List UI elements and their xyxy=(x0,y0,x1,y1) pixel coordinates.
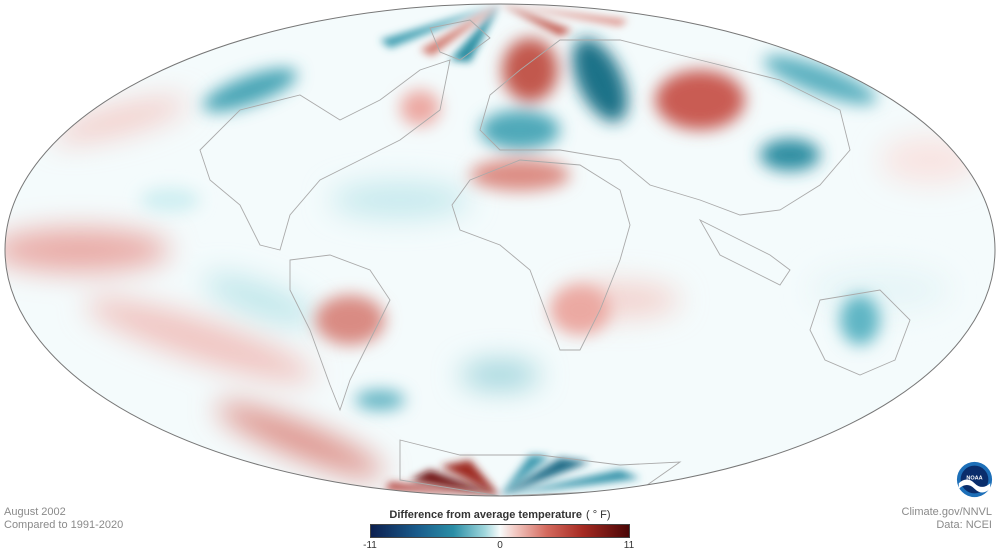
strong-anomaly-patches xyxy=(140,38,880,410)
south-america-outline xyxy=(289,254,391,412)
cool-patch-north-pacific-east xyxy=(763,55,877,105)
warm-patch-scandinavia xyxy=(502,38,558,102)
antarctic-streak-1 xyxy=(410,470,500,496)
cool-patch-europe xyxy=(480,110,560,150)
legend-title: Difference from average temperature xyxy=(389,509,582,521)
warm-patch-south-america xyxy=(315,295,385,345)
cool-patch-drake-passage xyxy=(355,390,405,410)
noaa-logo-text: NOAA xyxy=(966,476,982,482)
data-source-label: Data: NCEI xyxy=(936,519,992,531)
eurasia-outline xyxy=(479,39,851,216)
warm-patch-siberia xyxy=(655,70,745,130)
cold-patch-russia xyxy=(572,38,628,122)
noaa-logo-wave xyxy=(958,479,991,493)
warm-patch-south-pacific xyxy=(85,298,315,382)
warm-patch-north-atlantic xyxy=(400,90,440,126)
cold-patch-east-asia xyxy=(760,139,820,171)
footer-right: Climate.gov/NNVL Data: NCEI xyxy=(902,506,992,532)
legend-unit: ( ° F) xyxy=(586,509,611,521)
cool-patch-south-atlantic xyxy=(460,361,540,389)
arctic-streak-5 xyxy=(500,4,628,26)
antarctic-streak-3 xyxy=(500,458,590,496)
africa-outline xyxy=(451,159,631,351)
antarctica-outline xyxy=(399,439,682,496)
globe-border xyxy=(4,3,996,497)
warm-patch-north-pacific xyxy=(52,97,188,143)
north-america-outline xyxy=(199,59,451,251)
warm-patch-southern-africa xyxy=(550,285,610,335)
australia-outline xyxy=(809,289,911,376)
legend-color-bar xyxy=(370,524,630,538)
antarctic-streak-6 xyxy=(385,482,500,496)
southeast-asia-outline xyxy=(698,218,791,286)
legend-title-row: Difference from average temperature ( ° F… xyxy=(370,508,630,522)
date-label: August 2002 xyxy=(4,506,66,518)
legend-ticks: -11 0 11 xyxy=(363,538,634,551)
noaa-logo: NOAA xyxy=(956,461,993,498)
greenland-outline xyxy=(429,19,491,61)
warm-patch-north-west-pacific xyxy=(880,136,980,184)
cool-patch-pacific xyxy=(203,274,317,326)
cool-patch-australia xyxy=(840,295,880,345)
warm-patch-north-africa xyxy=(470,159,570,191)
legend-mid-label: 0 xyxy=(497,540,503,551)
noaa-logo-inner xyxy=(960,465,989,494)
legend-min-label: -11 xyxy=(363,540,377,551)
polar-streaks xyxy=(380,4,640,496)
antarctic-streak-5 xyxy=(500,455,550,496)
warm-patch-southern-ocean xyxy=(216,403,384,477)
legend-max-label: 11 xyxy=(623,540,635,551)
antarctic-streak-2 xyxy=(440,460,500,496)
cool-patch-atlantic xyxy=(330,182,470,218)
antarctic-streak-4 xyxy=(500,470,640,496)
footer-left: August 2002 Compared to 1991-2020 xyxy=(4,506,123,532)
arctic-streak-2 xyxy=(420,4,500,56)
baseline-label: Compared to 1991-2020 xyxy=(4,519,124,531)
cool-patch-east-pacific xyxy=(140,188,200,212)
arctic-streak-4 xyxy=(500,4,572,36)
cold-patch-canada xyxy=(202,68,298,112)
color-legend: Difference from average temperature ( ° F… xyxy=(363,508,634,551)
arctic-streak-1 xyxy=(450,4,500,62)
warm-patch-east-pacific xyxy=(5,228,170,272)
credit-label: Climate.gov/NNVL xyxy=(901,506,992,518)
continent-outlines xyxy=(199,19,911,496)
